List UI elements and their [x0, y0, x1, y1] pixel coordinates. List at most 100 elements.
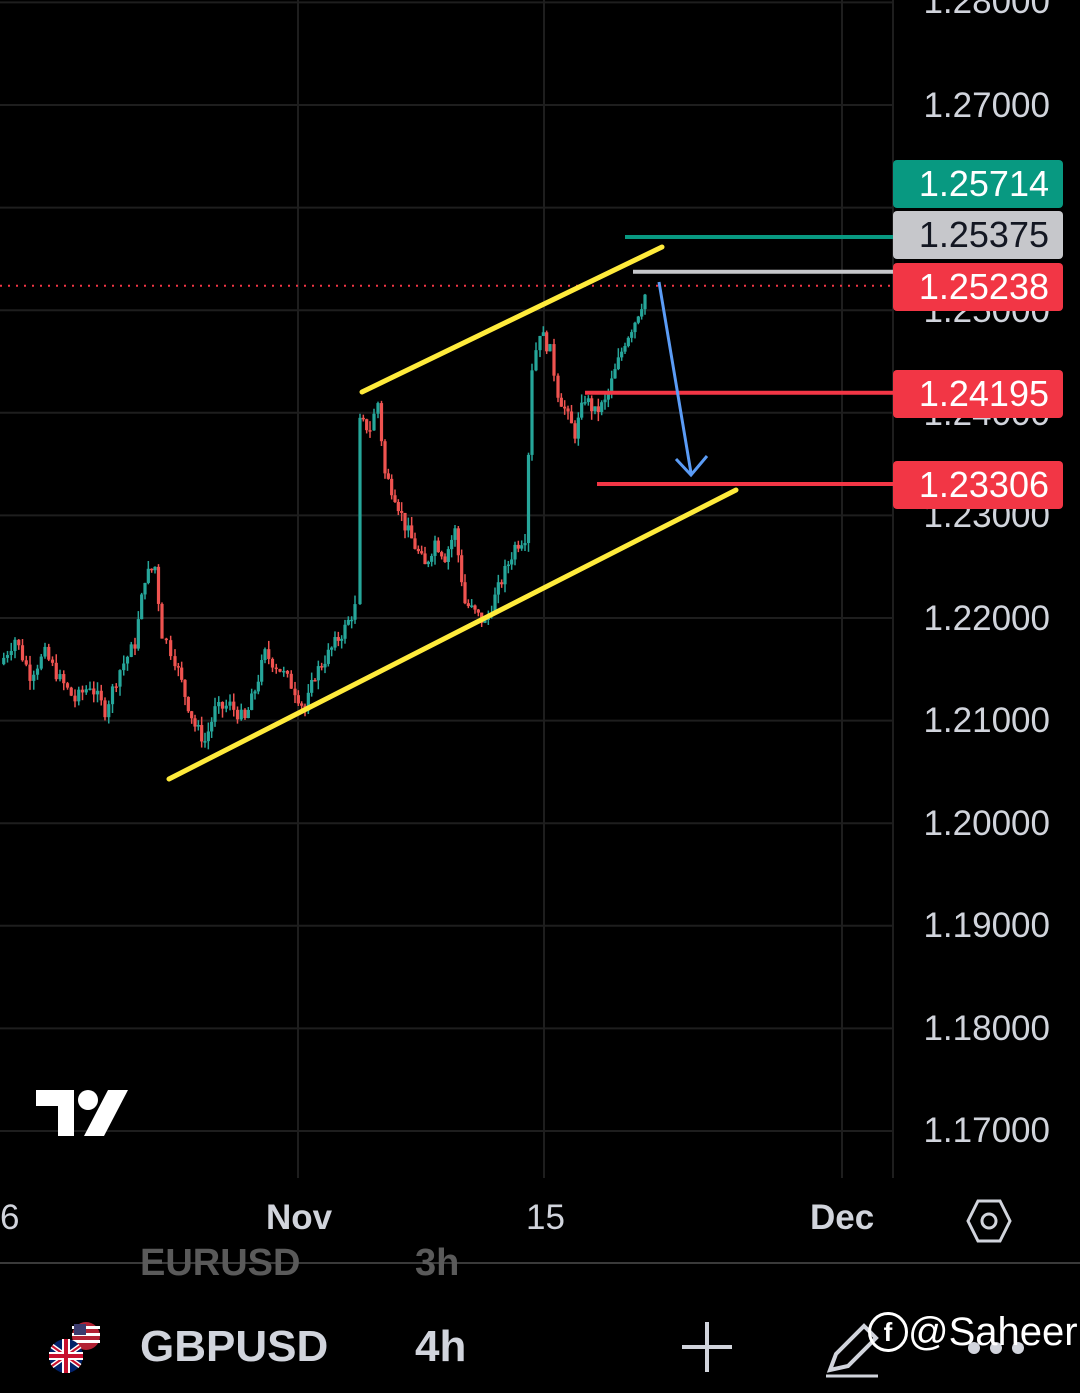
candle-body — [526, 454, 531, 544]
candle-body — [333, 637, 337, 648]
channel-lower-line — [166, 487, 739, 782]
candle-body — [316, 666, 320, 681]
ghost-symbol: EURUSD — [140, 1242, 301, 1284]
candle-body — [446, 549, 450, 563]
candle-body — [552, 344, 556, 376]
candle-body — [2, 657, 6, 665]
symbol-button[interactable]: GBPUSD — [140, 1322, 329, 1371]
x-tick-label: Dec — [810, 1198, 875, 1237]
candle-body — [603, 399, 607, 403]
candle-body — [500, 582, 504, 585]
candle-body — [250, 693, 254, 710]
candle-body — [530, 370, 534, 455]
y-tick-label: 1.28000 — [923, 0, 1050, 21]
y-tick-label: 1.27000 — [923, 86, 1050, 125]
candle-body — [596, 406, 600, 413]
candle-body — [274, 667, 278, 670]
candle-body — [513, 544, 517, 560]
candle-body — [440, 552, 444, 557]
candle-body — [320, 666, 324, 668]
candle-body — [95, 690, 100, 695]
candle-body — [278, 669, 282, 672]
candle-body — [125, 656, 130, 664]
candle-body — [538, 335, 542, 351]
candle-body — [523, 543, 527, 546]
candle-body — [24, 660, 28, 665]
more-dots-icon[interactable] — [966, 1340, 1026, 1356]
tradingview-logo — [36, 1090, 128, 1136]
candle-body — [129, 644, 133, 657]
candle-body — [110, 686, 115, 705]
candle-body — [20, 645, 25, 661]
candle-body — [263, 649, 267, 661]
candle-body — [32, 674, 36, 681]
candle-body — [310, 679, 314, 693]
candle-body — [73, 695, 77, 702]
candle-body — [180, 667, 184, 680]
candle-body — [583, 402, 587, 404]
facebook-icon: f — [868, 1312, 908, 1353]
candle-body — [520, 545, 524, 549]
hexagon-settings-icon[interactable] — [966, 1199, 1012, 1243]
candle-body — [640, 309, 644, 317]
candle-body — [613, 369, 617, 379]
candle-body — [203, 741, 207, 743]
candle-body — [220, 702, 225, 709]
candle-body — [35, 668, 40, 675]
x-tick-label: Nov — [266, 1198, 333, 1237]
candle-body — [164, 638, 168, 641]
candle-body — [420, 551, 424, 554]
candle-body — [296, 695, 300, 704]
candle-body — [253, 691, 257, 694]
candle-body — [633, 322, 637, 333]
chart-area[interactable]: 1.28000 1.27000 1.25000 1.24000 1.23000 … — [0, 0, 1080, 1260]
candle-body — [206, 731, 210, 742]
candle-body — [39, 656, 43, 669]
candle-body — [616, 357, 620, 370]
candle-body — [300, 703, 304, 706]
add-button[interactable] — [678, 1318, 736, 1376]
candle-body — [88, 688, 92, 690]
y-tick-label: 1.21000 — [923, 701, 1050, 740]
candle-body — [28, 664, 32, 681]
price-tag-level-2: 1.23306 — [893, 461, 1063, 509]
candle-body — [50, 659, 55, 663]
candle-body — [400, 511, 404, 513]
candle-body — [323, 663, 327, 668]
candle-body — [466, 603, 470, 607]
candle-body — [122, 663, 126, 671]
candle-body — [566, 408, 570, 412]
candle-body — [379, 403, 384, 442]
price-chart[interactable] — [0, 0, 1080, 1260]
candle-body — [5, 655, 10, 658]
candle-body — [153, 566, 157, 571]
candle-body — [620, 351, 624, 358]
candle-body — [17, 639, 21, 646]
projection-arrow-head — [674, 455, 709, 478]
candle-body — [483, 619, 487, 623]
candle-body — [69, 687, 73, 696]
candle-body — [235, 709, 240, 720]
candle-body — [548, 344, 552, 352]
candle-body — [232, 701, 236, 710]
candle-body — [47, 646, 51, 660]
candle-body — [541, 332, 545, 336]
candle-body — [150, 568, 154, 571]
candle-body — [559, 397, 563, 407]
candle-body — [610, 378, 614, 392]
candle-body — [143, 582, 147, 595]
candle-body — [326, 649, 330, 664]
candle-body — [453, 528, 457, 540]
y-tick-label: 1.20000 — [923, 804, 1050, 843]
candle-body — [246, 709, 250, 719]
candle-body — [443, 556, 447, 563]
candle-body — [426, 561, 430, 565]
candle-body — [190, 711, 194, 719]
candle-body — [228, 701, 232, 706]
candle-body — [146, 568, 150, 583]
candle-body — [516, 544, 520, 549]
candle-body — [210, 721, 214, 732]
candle-body — [160, 603, 164, 639]
candle-body — [463, 582, 467, 604]
interval-button[interactable]: 4h — [415, 1322, 467, 1371]
